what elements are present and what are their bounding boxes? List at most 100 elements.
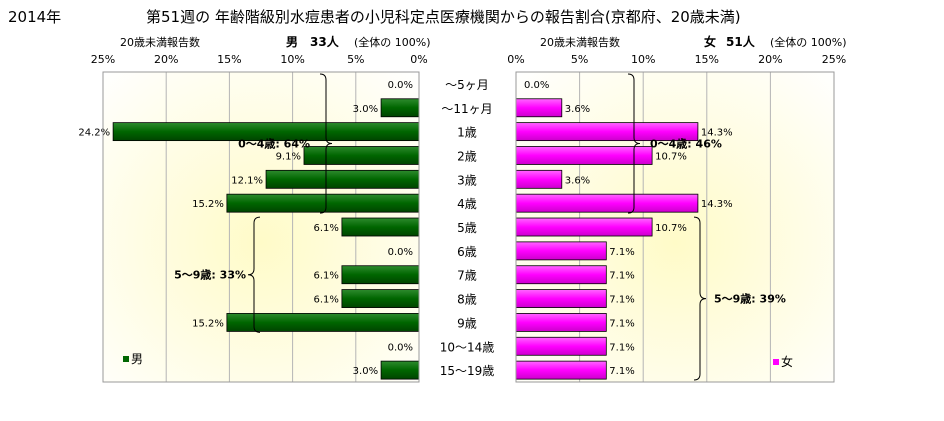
female-tick-label: 5% — [571, 53, 588, 66]
female-age-5-9-label: 5～9歳: 39% — [714, 292, 786, 306]
female-bar — [515, 241, 607, 261]
female-bar — [515, 146, 653, 165]
female-tick-label: 15% — [695, 53, 719, 66]
female-value-label: 0.0% — [524, 80, 549, 91]
category-label: 10～14歳 — [440, 340, 495, 354]
male-plot-frame — [102, 71, 420, 383]
female-age-5-9-bracket — [693, 216, 707, 381]
male-value-label: 3.0% — [353, 104, 378, 115]
male-age-5-9-label: 5～9歳: 33% — [174, 268, 246, 282]
male-tick-label: 25% — [91, 53, 115, 66]
male-value-label: 0.0% — [388, 80, 413, 91]
category-axis: ～5ヶ月 ～11ヶ月 1歳 2歳 3歳 4歳 5歳 6歳 7歳 8歳 9歳 10～14歳 15～19歳 — [440, 78, 495, 378]
female-value-label: 3.6% — [565, 104, 590, 115]
female-tick-label: 25% — [822, 53, 846, 66]
female-value-label: 14.3% — [701, 128, 733, 139]
category-label: 9歳 — [457, 316, 477, 330]
female-plot-frame — [515, 71, 835, 383]
male-value-label: 15.2% — [192, 318, 224, 329]
category-label: 8歳 — [457, 293, 477, 307]
male-value-label: 6.1% — [313, 295, 338, 306]
chart-title: 第51週の 年齢階級別水痘患者の小児科定点医療機関からの報告割合(京都府、20歳… — [146, 8, 741, 26]
category-label: 6歳 — [457, 245, 477, 259]
female-age-0-4-bracket — [627, 73, 641, 214]
female-bar — [515, 289, 607, 308]
male-value-label: 6.1% — [313, 271, 338, 282]
male-value-label: 24.2% — [78, 128, 110, 139]
female-bar — [515, 360, 607, 380]
male-summary-label: 男 — [286, 35, 298, 49]
category-label: 3歳 — [457, 173, 477, 187]
male-value-label: 12.1% — [231, 175, 263, 186]
female-value-label: 14.3% — [701, 199, 733, 210]
male-bar — [265, 169, 420, 189]
male-value-label: 3.0% — [353, 366, 378, 377]
female-bar — [515, 98, 563, 118]
female-value-label: 7.1% — [609, 318, 634, 329]
category-label: 7歳 — [457, 269, 477, 283]
male-bar — [341, 217, 420, 237]
male-age-0-4-bracket — [319, 73, 333, 214]
year-label: 2014年 — [8, 8, 61, 26]
category-label: 4歳 — [457, 197, 477, 211]
male-series: 0.0% 3.0% 24.2% 9.1% 12.1% 15.2% 6.1% 0.0% 6.1% 6… — [78, 80, 420, 380]
male-value-label: 0.0% — [388, 342, 413, 353]
female-bar — [515, 169, 563, 189]
female-age-0-4-label: 0～4歳: 46% — [650, 137, 722, 151]
male-bar — [226, 313, 420, 332]
male-axis-caption: 20歳未満報告数 — [120, 36, 200, 49]
male-age-0-4-label: 0～4歳: 64% — [238, 137, 310, 151]
category-label: ～5ヶ月 — [445, 78, 489, 92]
category-label: 5歳 — [457, 221, 477, 235]
female-value-label: 7.1% — [609, 295, 634, 306]
female-x-axis: 0% 5% 10% 15% 20% 25% — [507, 53, 846, 66]
female-bar — [515, 313, 607, 332]
male-tick-label: 0% — [410, 53, 427, 66]
male-tick-label: 10% — [280, 53, 304, 66]
female-tick-label: 20% — [758, 53, 782, 66]
male-value-label: 0.0% — [388, 247, 413, 258]
male-bar — [341, 289, 420, 308]
category-label: 2歳 — [457, 149, 477, 163]
male-tick-label: 5% — [347, 53, 364, 66]
female-value-label: 7.1% — [609, 247, 634, 258]
male-tick-label: 15% — [217, 53, 241, 66]
female-axis-caption: 20歳未満報告数 — [540, 36, 620, 49]
female-tick-label: 0% — [507, 53, 524, 66]
female-summary-label: 女 — [704, 34, 716, 49]
female-bar — [515, 336, 607, 356]
male-bar — [341, 265, 420, 285]
male-legend-label: 男 — [131, 352, 143, 366]
male-summary-count: 33人 — [310, 34, 340, 49]
female-summary-share: (全体の 100%) — [770, 35, 847, 49]
male-value-label: 15.2% — [192, 199, 224, 210]
age-group-brackets: 0～4歳: 64% 5～9歳: 33% 0～4歳: 46% 5～9歳: 39% — [174, 73, 786, 381]
female-value-label: 7.1% — [609, 271, 634, 282]
female-tick-label: 10% — [631, 53, 655, 66]
male-bar — [380, 98, 420, 118]
female-value-label: 7.1% — [609, 366, 634, 377]
female-bar — [515, 217, 653, 237]
category-label: 15～19歳 — [440, 364, 495, 378]
female-value-label: 7.1% — [609, 342, 634, 353]
male-bar — [226, 193, 420, 213]
male-value-label: 6.1% — [313, 223, 338, 234]
female-bar — [515, 265, 607, 285]
female-value-label: 3.6% — [565, 175, 590, 186]
female-value-label: 10.7% — [655, 151, 687, 162]
category-label: 1歳 — [457, 126, 477, 140]
male-bar — [303, 146, 420, 165]
male-x-axis: 0% 5% 10% 15% 20% 25% — [91, 53, 428, 66]
male-summary-share: (全体の 100%) — [354, 35, 431, 49]
female-value-label: 10.7% — [655, 223, 687, 234]
female-legend-label: 女 — [781, 354, 793, 369]
female-summary-count: 51人 — [726, 34, 756, 49]
category-label: ～11ヶ月 — [441, 102, 492, 116]
male-legend-swatch — [123, 356, 129, 362]
male-tick-label: 20% — [154, 53, 178, 66]
female-bar — [515, 193, 699, 213]
male-value-label: 9.1% — [276, 151, 301, 162]
female-legend-swatch — [773, 359, 779, 365]
